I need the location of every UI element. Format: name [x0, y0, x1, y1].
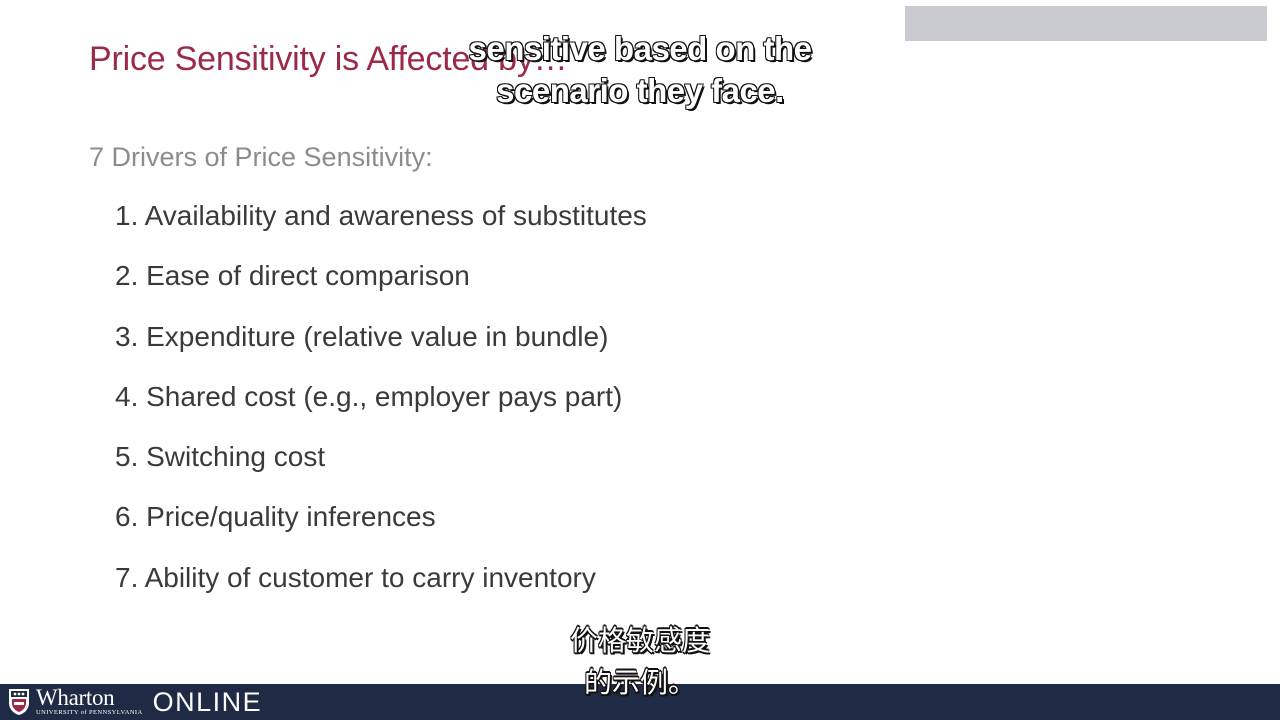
chinese-subtitle-line-1: 价格敏感度	[569, 624, 710, 657]
driver-item-7: 7. Ability of customer to carry inventor…	[115, 561, 596, 593]
chinese-subtitle-line-2: 的示例。	[583, 666, 696, 699]
driver-item-1: 1. Availability and awareness of substit…	[115, 200, 647, 231]
english-subtitle-line-1: sensitive based on the	[468, 29, 813, 68]
slide-title: Price Sensitivity is Affected by…	[89, 40, 568, 78]
driver-item-3: 3. Expenditure (relative value in bundle…	[115, 320, 609, 352]
footer-bar	[0, 684, 1280, 720]
logo-university: UNIVERSITY of PENNSYLVANIA	[36, 709, 143, 716]
driver-item-6: 6. Price/quality inferences	[115, 501, 436, 533]
driver-item-2: 2. Ease of direct comparison	[115, 260, 470, 292]
drivers-list: 1. Availability and awareness of substit…	[115, 198, 647, 620]
logo-name: Wharton	[36, 685, 115, 710]
english-subtitle-line-2: scenario they face.	[495, 71, 785, 110]
wharton-online-logo: Wharton UNIVERSITY of PENNSYLVANIA ONLIN…	[8, 686, 262, 718]
driver-item-5: 5. Switching cost	[115, 441, 326, 473]
english-subtitle-caption: sensitive based on the scenario they fac…	[400, 28, 880, 112]
driver-item-4: 4. Shared cost (e.g., employer pays part…	[115, 380, 623, 412]
corner-placeholder-box	[905, 6, 1267, 41]
logo-online: ONLINE	[152, 687, 263, 717]
drivers-heading: 7 Drivers of Price Sensitivity:	[89, 142, 433, 172]
penn-shield-icon	[9, 689, 29, 715]
chinese-subtitle-caption: 价格敏感度 的示例。	[480, 620, 800, 704]
logo-wordmark: Wharton UNIVERSITY of PENNSYLVANIA	[36, 685, 143, 717]
